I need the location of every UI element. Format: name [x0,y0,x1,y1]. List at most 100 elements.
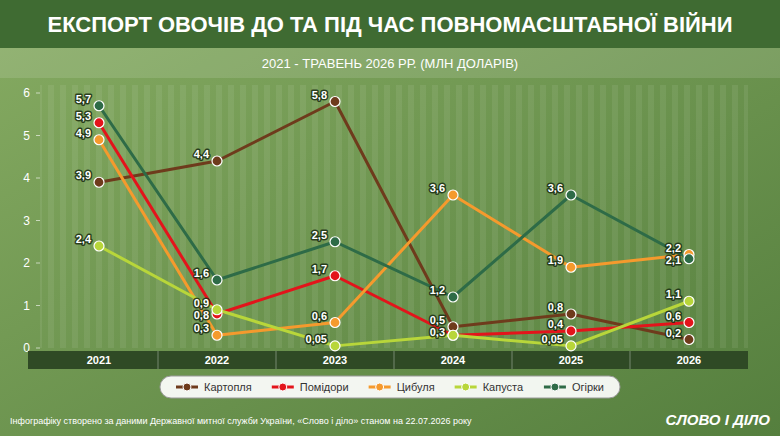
data-label: 1,7 [312,263,327,275]
y-tick-label: 3 [23,214,30,228]
data-label: 0,05 [542,333,563,345]
logo: СЛОВО І ДІЛО [666,411,771,428]
point [448,292,458,302]
point [94,135,104,145]
data-label: 5,8 [312,89,327,101]
series-line [99,102,689,340]
data-label: 2,5 [312,229,327,241]
data-label: 2,4 [76,233,92,245]
data-label: 0,2 [666,327,681,339]
legend-marker [551,383,559,391]
chart: ЕКСПОРТ ОВОЧІВ ДО ТА ПІД ЧАС ПОВНОМАСШТА… [0,0,780,436]
data-label: 0,6 [312,310,327,322]
point [448,330,458,340]
point [448,330,458,340]
source: Інфографіку створено за даними Державної… [10,416,472,426]
data-label: 1,1 [666,288,681,300]
series-line [99,246,689,346]
data-label: 0,3 [194,322,209,334]
x-tick-label: 2026 [677,354,701,366]
data-label: 5,3 [76,110,91,122]
point [566,190,576,200]
data-label: 2,2 [666,242,681,254]
data-label: 0,8 [548,301,563,313]
plot-background [40,85,748,348]
y-tick [36,220,40,221]
x-tick-label: 2024 [441,354,466,366]
y-tick [36,178,40,179]
y-tick-label: 5 [23,129,30,143]
point [684,318,694,328]
y-tick-label: 1 [23,299,30,313]
data-label: 3,6 [548,182,563,194]
data-label: 0,3 [430,326,445,338]
point [94,177,104,187]
series-line [99,123,689,336]
data-label: 5,7 [76,93,91,105]
x-tick-label: 2022 [205,354,229,366]
legend-label: Помідори [300,381,349,393]
x-tick-label: 2021 [87,354,111,366]
x-axis-band [28,351,748,369]
background [0,0,780,436]
y-tick [36,135,40,136]
data-label: 4,4 [194,148,210,160]
y-tick [36,305,40,306]
point [330,318,340,328]
point [684,335,694,345]
data-label: 0,8 [194,309,209,321]
x-axis: 2021 2022 2023 2024 2025 2026 [28,351,748,369]
legend-marker [279,383,287,391]
point [566,341,576,351]
x-tick-label: 2023 [323,354,347,366]
legend-label: Капуста [483,381,524,393]
legend-item: Капуста [455,381,524,393]
point [330,341,340,351]
legend-item: Цибуля [369,381,435,393]
point [566,309,576,319]
legend-box [160,376,620,398]
legend-item: Огірки [544,381,604,393]
x-band-divider [512,351,513,369]
point [448,190,458,200]
data-label: 2,1 [666,254,681,266]
data-label: 1,6 [194,267,209,279]
y-axis: 0123456 [23,86,40,355]
title: ЕКСПОРТ ОВОЧІВ ДО ТА ПІД ЧАС ПОВНОМАСШТА… [47,12,732,37]
point [684,296,694,306]
point [212,330,222,340]
x-band-divider [394,351,395,369]
y-tick [36,263,40,264]
x-band-divider [158,351,159,369]
x-tick-label: 2025 [559,354,583,366]
point [330,271,340,281]
data-label: 4,9 [76,127,91,139]
legend-item: Картопля [176,381,252,393]
point [684,254,694,264]
data-label: 3,9 [76,169,91,181]
x-band-divider [276,351,277,369]
point [94,101,104,111]
data-label: 0,6 [666,310,681,322]
point [94,118,104,128]
y-tick [36,348,40,349]
point [566,262,576,272]
point [330,97,340,107]
point [566,326,576,336]
data-labels: 5,75,34,93,92,44,41,60,90,80,35,82,51,70… [76,89,681,345]
y-tick-label: 6 [23,86,30,100]
title-band [0,0,780,48]
legend-label: Картопля [204,381,252,393]
point [212,156,222,166]
point [212,305,222,315]
subtitle-band [0,48,780,78]
data-label: 3,6 [430,182,445,194]
legend-item: Помідори [272,381,349,393]
y-tick-label: 2 [23,256,30,270]
data-label: 1,9 [548,254,563,266]
point [212,275,222,285]
data-label: 0,05 [306,333,327,345]
legend-marker [376,383,384,391]
x-band-divider [630,351,631,369]
data-label: 0,9 [194,297,209,309]
